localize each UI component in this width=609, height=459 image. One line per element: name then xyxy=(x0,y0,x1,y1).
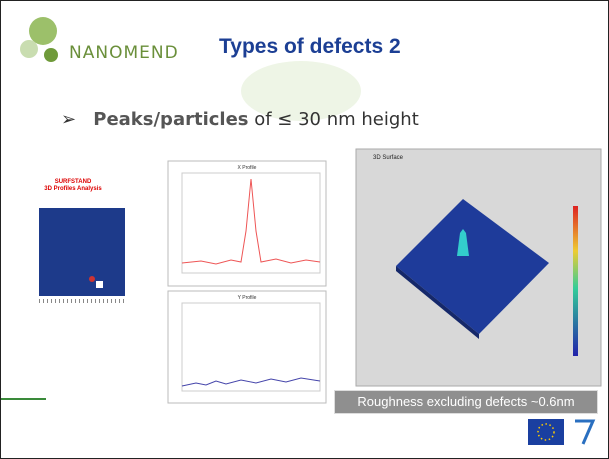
logo-mark xyxy=(20,40,38,58)
slide-title: Types of defects 2 xyxy=(219,35,401,59)
slide: SURFSTAND 3D Profiles Analysis X Profile… xyxy=(0,0,609,459)
bullet-bold: Peaks/particles xyxy=(93,109,248,130)
plot-title: 3D Surface xyxy=(373,155,404,161)
logo-mark xyxy=(44,48,58,62)
figure-title: SURFSTAND xyxy=(55,179,92,185)
map-peak xyxy=(89,276,95,282)
logo-text: NANOMEND xyxy=(69,43,179,63)
logo-mark xyxy=(29,17,57,45)
bullet: ➢ Peaks/particles of ≤ 30 nm height xyxy=(61,109,419,130)
bullet-text: of ≤ 30 nm height xyxy=(254,109,419,130)
fp7-logo xyxy=(575,421,593,444)
plot-title: Y Profile xyxy=(238,295,257,301)
colorbar xyxy=(573,206,578,356)
caption: Roughness excluding defects ~0.6nm xyxy=(334,390,598,414)
eu-flag xyxy=(528,419,564,445)
figure-subtitle: 3D Profiles Analysis xyxy=(44,186,102,192)
plot-title: X Profile xyxy=(238,165,257,171)
map-marker xyxy=(96,281,103,288)
plot-frame xyxy=(168,291,326,403)
map-image xyxy=(39,208,125,296)
